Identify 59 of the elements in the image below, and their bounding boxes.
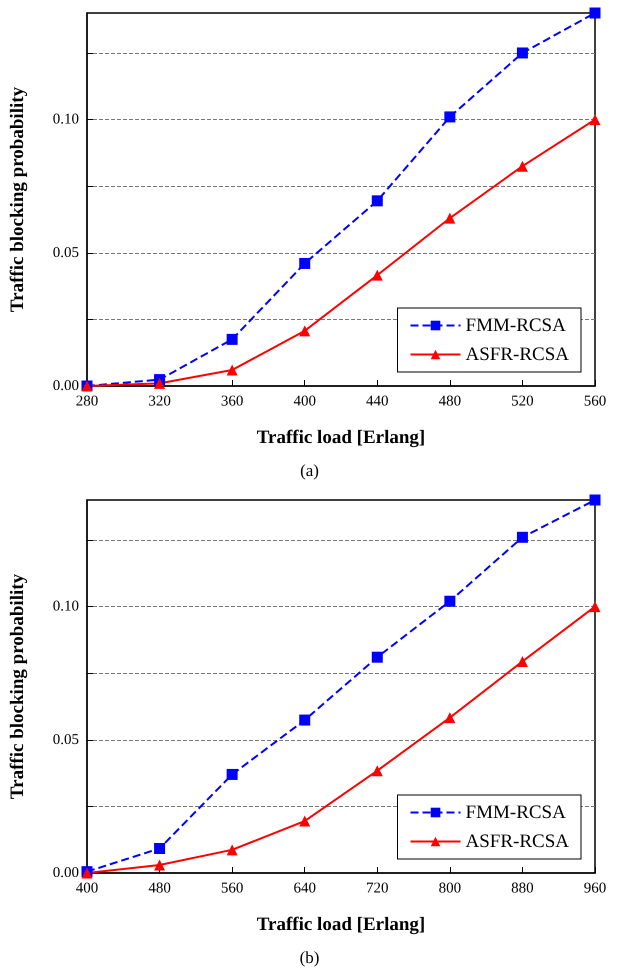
point bbox=[154, 842, 166, 854]
point bbox=[590, 494, 600, 506]
x-tick-label: 720 bbox=[366, 880, 389, 896]
point bbox=[372, 195, 383, 206]
x-axis-title: Traffic load [Erlang] bbox=[256, 914, 426, 935]
y-axis-title: Traffic blocking probability bbox=[7, 573, 28, 800]
point bbox=[516, 656, 528, 667]
point bbox=[590, 601, 600, 612]
y-tick-label: 0.10 bbox=[52, 598, 79, 615]
x-tick-label: 480 bbox=[148, 880, 171, 896]
x-tick-label: 560 bbox=[220, 880, 244, 896]
x-tick-label: 960 bbox=[584, 880, 606, 896]
point bbox=[226, 844, 238, 856]
x-tick-label: 440 bbox=[366, 394, 389, 410]
x-tick-label: 520 bbox=[511, 394, 534, 410]
text: (a) bbox=[300, 461, 319, 480]
legend-label: ASFR-RCSA bbox=[466, 831, 570, 852]
point bbox=[590, 8, 600, 18]
point bbox=[516, 532, 528, 543]
y-tick-label: 0.00 bbox=[52, 378, 79, 394]
point bbox=[516, 160, 528, 172]
point bbox=[372, 765, 383, 776]
x-tick-label: 320 bbox=[148, 394, 171, 410]
point bbox=[226, 364, 238, 376]
point bbox=[226, 334, 238, 345]
point bbox=[154, 860, 166, 871]
x-axis-title: Traffic load [Erlang] bbox=[256, 427, 426, 448]
point bbox=[299, 714, 310, 726]
x-tick-label: 400 bbox=[293, 394, 316, 410]
y-tick-label: 0.10 bbox=[52, 112, 79, 128]
point bbox=[444, 212, 456, 224]
text: (b) bbox=[300, 948, 320, 967]
y-tick-label: 0.05 bbox=[52, 244, 79, 261]
x-tick-label: 400 bbox=[76, 880, 98, 896]
y-axis-title: Traffic blocking probability bbox=[7, 86, 28, 312]
point bbox=[154, 378, 166, 389]
point bbox=[299, 816, 310, 827]
legend-label: FMM-RCSA bbox=[466, 315, 566, 336]
legend-label: FMM-RCSA bbox=[466, 802, 566, 823]
x-tick-label: 640 bbox=[293, 880, 316, 896]
point bbox=[444, 111, 456, 122]
x-tick-label: 480 bbox=[438, 394, 462, 410]
y-tick-label: 0.00 bbox=[52, 865, 79, 881]
point bbox=[299, 325, 310, 336]
point bbox=[444, 712, 456, 724]
x-tick-label: 280 bbox=[76, 394, 98, 410]
legend-label: ASFR-RCSA bbox=[466, 344, 570, 365]
point bbox=[299, 258, 310, 269]
x-tick-label: 560 bbox=[584, 394, 606, 410]
x-tick-label: 800 bbox=[438, 880, 462, 896]
y-tick-label: 0.05 bbox=[52, 732, 79, 748]
point bbox=[444, 596, 456, 607]
point bbox=[372, 652, 383, 663]
point bbox=[372, 270, 383, 281]
x-tick-label: 360 bbox=[220, 394, 244, 410]
point bbox=[590, 114, 600, 126]
point bbox=[516, 47, 528, 58]
point bbox=[226, 768, 238, 780]
x-tick-label: 880 bbox=[511, 880, 534, 896]
